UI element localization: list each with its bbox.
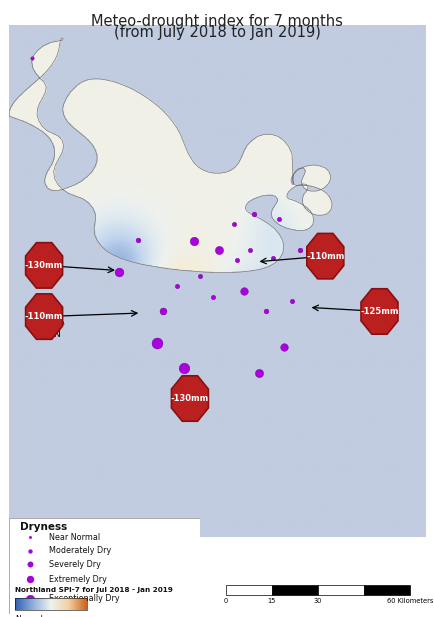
Point <box>240 286 247 296</box>
Text: 15: 15 <box>268 598 276 604</box>
Point <box>180 363 187 373</box>
Text: -130mm: -130mm <box>171 394 209 403</box>
Point <box>270 253 277 263</box>
Text: Moderately Dry: Moderately Dry <box>49 546 111 555</box>
Text: -125mm: -125mm <box>360 307 399 316</box>
Text: -130mm: -130mm <box>25 261 63 270</box>
Polygon shape <box>49 305 56 325</box>
Bar <box>226 585 272 595</box>
Point <box>26 594 33 603</box>
Text: Normal: Normal <box>15 615 43 617</box>
Point <box>191 236 197 246</box>
Point <box>153 338 160 348</box>
Point <box>26 559 33 569</box>
Point <box>247 245 254 255</box>
Point <box>209 292 216 302</box>
Point <box>26 532 33 542</box>
Text: -110mm: -110mm <box>25 312 63 321</box>
Text: 0: 0 <box>224 598 228 604</box>
Text: Northland SPI-7 for Jul 2018 - Jan 2019: Northland SPI-7 for Jul 2018 - Jan 2019 <box>15 587 173 593</box>
Point <box>26 546 33 556</box>
Point <box>276 214 283 224</box>
Bar <box>272 585 318 595</box>
Text: Extremely Dry: Extremely Dry <box>49 575 107 584</box>
Point <box>216 245 223 255</box>
Point <box>115 267 122 276</box>
Text: 30: 30 <box>314 598 322 604</box>
Point <box>174 281 181 291</box>
Point <box>230 220 237 230</box>
Point <box>263 307 270 317</box>
Text: (from July 2018 to Jan 2019): (from July 2018 to Jan 2019) <box>114 25 320 39</box>
Point <box>135 235 141 245</box>
Point <box>197 271 204 281</box>
Polygon shape <box>56 305 64 325</box>
Point <box>159 307 166 317</box>
Bar <box>318 585 364 595</box>
Text: Near Normal: Near Normal <box>49 533 100 542</box>
Text: -110mm: -110mm <box>306 252 345 260</box>
Bar <box>364 585 410 595</box>
Text: Dryness: Dryness <box>20 522 67 532</box>
Point <box>26 574 33 584</box>
Point <box>233 255 240 265</box>
Text: Meteo-drought index for 7 months: Meteo-drought index for 7 months <box>91 14 343 28</box>
Point <box>289 296 296 306</box>
Point <box>251 209 258 219</box>
Point <box>280 342 287 352</box>
Point <box>28 53 35 63</box>
Text: N: N <box>53 331 60 339</box>
Text: 60 Kilometers: 60 Kilometers <box>387 598 433 604</box>
Text: Severely Dry: Severely Dry <box>49 560 101 569</box>
Text: Exceptionally Dry: Exceptionally Dry <box>49 594 119 603</box>
Point <box>297 245 304 255</box>
Point <box>255 368 262 378</box>
